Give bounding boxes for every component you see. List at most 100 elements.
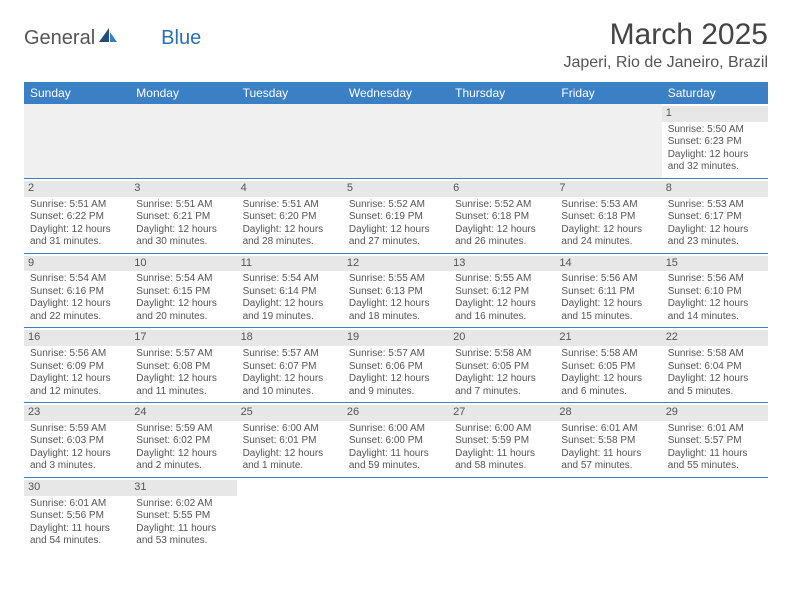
day-number: 23 bbox=[24, 405, 130, 421]
sunrise-text: Sunrise: 6:02 AM bbox=[136, 498, 230, 511]
day-number: 3 bbox=[130, 181, 236, 197]
week-row: 16Sunrise: 5:56 AMSunset: 6:09 PMDayligh… bbox=[24, 328, 768, 403]
sunset-text: Sunset: 5:58 PM bbox=[561, 435, 655, 448]
sunrise-text: Sunrise: 5:54 AM bbox=[30, 273, 124, 286]
calendar-table: SundayMondayTuesdayWednesdayThursdayFrid… bbox=[24, 82, 768, 552]
sunrise-text: Sunrise: 5:53 AM bbox=[561, 199, 655, 212]
daylight-text: Daylight: 12 hours bbox=[30, 224, 124, 237]
sunset-text: Sunset: 6:19 PM bbox=[349, 211, 443, 224]
daylight-text: and 14 minutes. bbox=[668, 311, 762, 324]
daylight-text: Daylight: 12 hours bbox=[243, 298, 337, 311]
sunset-text: Sunset: 6:04 PM bbox=[668, 361, 762, 374]
day-cell: 28Sunrise: 6:01 AMSunset: 5:58 PMDayligh… bbox=[555, 403, 661, 478]
daylight-text: Daylight: 11 hours bbox=[455, 448, 549, 461]
calendar-header-row: SundayMondayTuesdayWednesdayThursdayFrid… bbox=[24, 82, 768, 104]
sunrise-text: Sunrise: 6:01 AM bbox=[30, 498, 124, 511]
sunset-text: Sunset: 6:02 PM bbox=[136, 435, 230, 448]
sunrise-text: Sunrise: 5:55 AM bbox=[455, 273, 549, 286]
daylight-text: Daylight: 12 hours bbox=[136, 298, 230, 311]
sunrise-text: Sunrise: 5:51 AM bbox=[30, 199, 124, 212]
sunset-text: Sunset: 5:57 PM bbox=[668, 435, 762, 448]
day-cell: 6Sunrise: 5:52 AMSunset: 6:18 PMDaylight… bbox=[449, 178, 555, 253]
daylight-text: and 31 minutes. bbox=[30, 236, 124, 249]
sunset-text: Sunset: 6:07 PM bbox=[243, 361, 337, 374]
week-row: 30Sunrise: 6:01 AMSunset: 5:56 PMDayligh… bbox=[24, 477, 768, 551]
day-cell bbox=[555, 104, 661, 178]
day-cell: 16Sunrise: 5:56 AMSunset: 6:09 PMDayligh… bbox=[24, 328, 130, 403]
logo: General Blue bbox=[24, 26, 201, 50]
daylight-text: and 55 minutes. bbox=[668, 460, 762, 473]
sunrise-text: Sunrise: 6:00 AM bbox=[455, 423, 549, 436]
day-cell: 10Sunrise: 5:54 AMSunset: 6:15 PMDayligh… bbox=[130, 253, 236, 328]
daylight-text: and 15 minutes. bbox=[561, 311, 655, 324]
day-number: 27 bbox=[449, 405, 555, 421]
day-number: 31 bbox=[130, 480, 236, 496]
day-number: 24 bbox=[130, 405, 236, 421]
daylight-text: and 18 minutes. bbox=[349, 311, 443, 324]
day-cell: 18Sunrise: 5:57 AMSunset: 6:07 PMDayligh… bbox=[237, 328, 343, 403]
day-number: 11 bbox=[237, 256, 343, 272]
sunset-text: Sunset: 6:01 PM bbox=[243, 435, 337, 448]
sunrise-text: Sunrise: 5:56 AM bbox=[30, 348, 124, 361]
day-number: 2 bbox=[24, 181, 130, 197]
week-row: 9Sunrise: 5:54 AMSunset: 6:16 PMDaylight… bbox=[24, 253, 768, 328]
daylight-text: and 5 minutes. bbox=[668, 386, 762, 399]
sunrise-text: Sunrise: 5:55 AM bbox=[349, 273, 443, 286]
daylight-text: and 12 minutes. bbox=[30, 386, 124, 399]
day-cell: 2 Sunrise: 5:51 AMSunset: 6:22 PMDaylight… bbox=[24, 178, 130, 253]
daylight-text: and 27 minutes. bbox=[349, 236, 443, 249]
daylight-text: and 53 minutes. bbox=[136, 535, 230, 548]
day-cell: 31Sunrise: 6:02 AMSunset: 5:55 PMDayligh… bbox=[130, 477, 236, 551]
daylight-text: Daylight: 12 hours bbox=[30, 298, 124, 311]
col-header: Wednesday bbox=[343, 82, 449, 104]
daylight-text: Daylight: 12 hours bbox=[668, 224, 762, 237]
day-cell: 4Sunrise: 5:51 AMSunset: 6:20 PMDaylight… bbox=[237, 178, 343, 253]
sunrise-text: Sunrise: 5:57 AM bbox=[136, 348, 230, 361]
day-cell: 20Sunrise: 5:58 AMSunset: 6:05 PMDayligh… bbox=[449, 328, 555, 403]
day-number: 10 bbox=[130, 256, 236, 272]
day-number: 6 bbox=[449, 181, 555, 197]
sunrise-text: Sunrise: 5:52 AM bbox=[349, 199, 443, 212]
daylight-text: Daylight: 12 hours bbox=[455, 373, 549, 386]
daylight-text: Daylight: 12 hours bbox=[349, 298, 443, 311]
sunrise-text: Sunrise: 6:01 AM bbox=[561, 423, 655, 436]
sunrise-text: Sunrise: 5:56 AM bbox=[561, 273, 655, 286]
daylight-text: Daylight: 12 hours bbox=[668, 373, 762, 386]
sunset-text: Sunset: 6:13 PM bbox=[349, 286, 443, 299]
day-cell: 1Sunrise: 5:50 AMSunset: 6:23 PMDaylight… bbox=[662, 104, 768, 178]
daylight-text: Daylight: 12 hours bbox=[455, 224, 549, 237]
sunset-text: Sunset: 6:23 PM bbox=[668, 136, 762, 149]
day-cell: 14Sunrise: 5:56 AMSunset: 6:11 PMDayligh… bbox=[555, 253, 661, 328]
day-number: 9 bbox=[24, 256, 130, 272]
daylight-text: Daylight: 12 hours bbox=[668, 149, 762, 162]
logo-text-general: General bbox=[24, 27, 95, 50]
day-cell: 5Sunrise: 5:52 AMSunset: 6:19 PMDaylight… bbox=[343, 178, 449, 253]
sunset-text: Sunset: 6:22 PM bbox=[30, 211, 124, 224]
daylight-text: Daylight: 12 hours bbox=[30, 448, 124, 461]
day-number: 16 bbox=[24, 330, 130, 346]
day-number: 14 bbox=[555, 256, 661, 272]
daylight-text: and 19 minutes. bbox=[243, 311, 337, 324]
page-title: March 2025 bbox=[563, 18, 768, 52]
daylight-text: and 32 minutes. bbox=[668, 161, 762, 174]
logo-text-blue: Blue bbox=[161, 27, 201, 50]
day-number: 1 bbox=[662, 106, 768, 122]
daylight-text: Daylight: 12 hours bbox=[243, 448, 337, 461]
day-cell: 27Sunrise: 6:00 AMSunset: 5:59 PMDayligh… bbox=[449, 403, 555, 478]
daylight-text: and 20 minutes. bbox=[136, 311, 230, 324]
sunset-text: Sunset: 6:06 PM bbox=[349, 361, 443, 374]
col-header: Tuesday bbox=[237, 82, 343, 104]
day-cell: 23Sunrise: 5:59 AMSunset: 6:03 PMDayligh… bbox=[24, 403, 130, 478]
sunrise-text: Sunrise: 5:57 AM bbox=[349, 348, 443, 361]
day-number: 20 bbox=[449, 330, 555, 346]
daylight-text: Daylight: 11 hours bbox=[668, 448, 762, 461]
daylight-text: Daylight: 12 hours bbox=[668, 298, 762, 311]
header: General Blue March 2025 Japeri, Rio de J… bbox=[24, 18, 768, 76]
day-cell: 19Sunrise: 5:57 AMSunset: 6:06 PMDayligh… bbox=[343, 328, 449, 403]
sunrise-text: Sunrise: 5:58 AM bbox=[561, 348, 655, 361]
day-number: 22 bbox=[662, 330, 768, 346]
day-cell: 9Sunrise: 5:54 AMSunset: 6:16 PMDaylight… bbox=[24, 253, 130, 328]
day-cell bbox=[130, 104, 236, 178]
sunrise-text: Sunrise: 5:58 AM bbox=[668, 348, 762, 361]
day-cell: 8Sunrise: 5:53 AMSunset: 6:17 PMDaylight… bbox=[662, 178, 768, 253]
